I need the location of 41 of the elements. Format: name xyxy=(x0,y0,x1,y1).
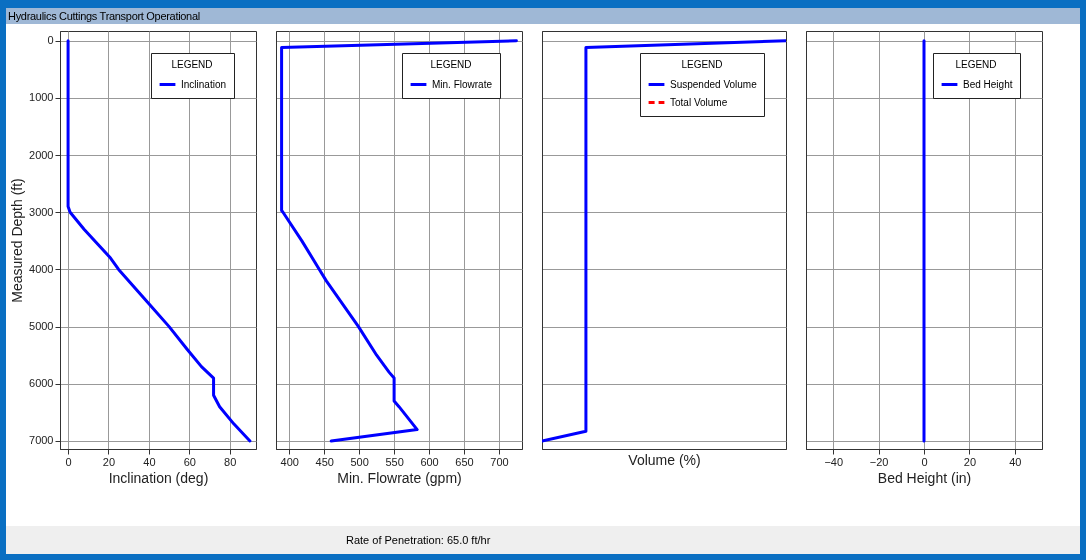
x-tick-label: 650 xyxy=(455,455,474,468)
x-tick-label: 500 xyxy=(350,455,369,468)
x-tick-label: 0 xyxy=(921,455,928,468)
x-tick-label: 80 xyxy=(224,455,237,468)
legend-label: Inclination xyxy=(181,78,227,90)
y-tick-label: 4000 xyxy=(29,262,54,275)
x-tick-label: 450 xyxy=(315,455,334,468)
legend-label: Bed Height xyxy=(963,78,1013,90)
y-tick-label: 2000 xyxy=(29,148,54,161)
y-tick-label: 5000 xyxy=(29,320,54,333)
legend-label: Min. Flowrate xyxy=(432,78,493,90)
y-axis-title: Measured Depth (ft) xyxy=(9,178,26,303)
x-tick-label: 600 xyxy=(420,455,439,468)
legend-title: LEGEND xyxy=(430,59,472,70)
x-tick-label: 700 xyxy=(490,455,509,468)
y-tick-label: 3000 xyxy=(29,205,54,218)
x-tick-label: 40 xyxy=(143,455,156,468)
legend-label: Total Volume xyxy=(670,96,728,108)
legend-title: LEGEND xyxy=(955,59,997,70)
y-tick-label: 6000 xyxy=(29,377,54,390)
x-tick-label: 400 xyxy=(280,455,299,468)
chart-title: Hydraulics Cuttings Transport Operational xyxy=(6,8,1080,24)
x-axis-title: Inclination (deg) xyxy=(108,469,209,486)
x-axis-title: Bed Height (in) xyxy=(877,469,972,486)
y-tick-label: 1000 xyxy=(29,91,54,104)
legend-title: LEGEND xyxy=(681,59,723,70)
x-tick-label: 20 xyxy=(102,455,116,468)
x-tick-label: 60 xyxy=(183,455,196,468)
x-tick-label: 20 xyxy=(963,455,977,468)
x-axis-title: Volume (%) xyxy=(628,451,701,468)
legend-label: Suspended Volume xyxy=(670,78,758,90)
y-tick-label: 0 xyxy=(47,34,54,47)
x-tick-label: −20 xyxy=(869,455,889,468)
y-tick-label: 7000 xyxy=(29,434,54,447)
x-tick-label: 0 xyxy=(65,455,72,468)
text: Rate of Penetration: 65.0 ft/hr xyxy=(346,534,491,546)
x-axis-title: Min. Flowrate (gpm) xyxy=(337,469,462,486)
x-tick-label: −40 xyxy=(824,455,844,468)
x-tick-label: 40 xyxy=(1009,455,1022,468)
x-tick-label: 550 xyxy=(385,455,404,468)
legend-title: LEGEND xyxy=(171,59,213,70)
